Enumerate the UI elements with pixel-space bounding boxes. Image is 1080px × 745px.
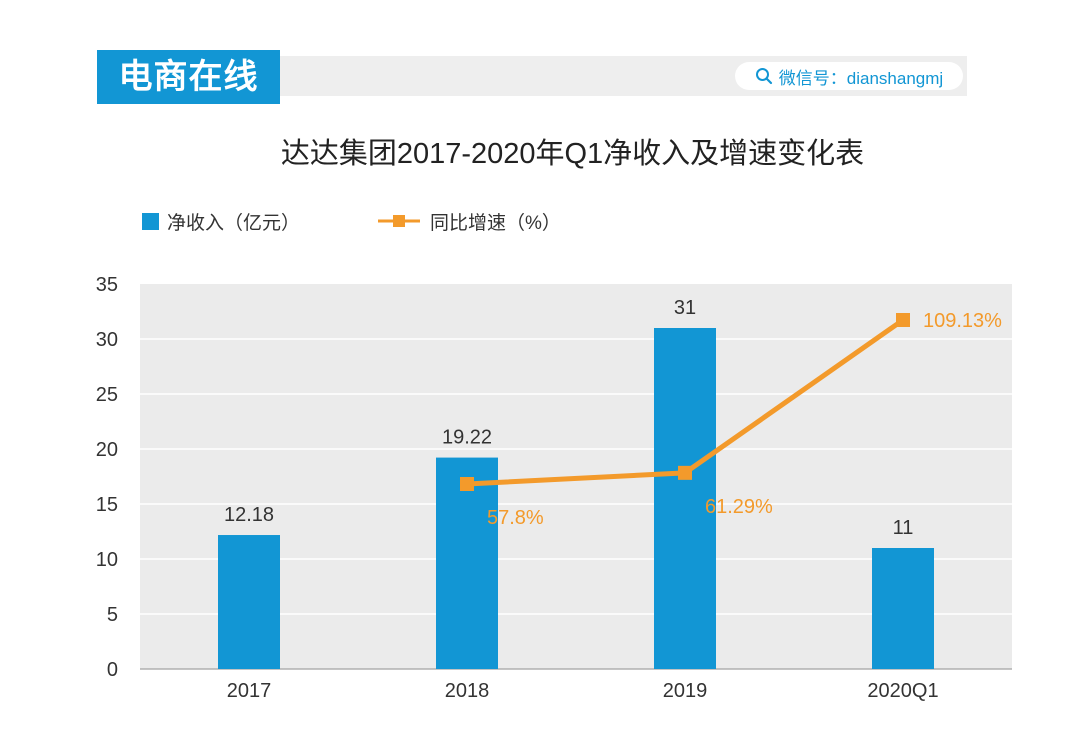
bar: [436, 457, 498, 669]
x-tick-label: 2017: [227, 680, 272, 702]
legend-label-revenue: 净收入（亿元）: [167, 212, 301, 234]
wechat-id-label: 微信号：dianshangmj: [778, 68, 944, 88]
search-icon: [755, 68, 772, 85]
bar-data-label: 12.18: [224, 504, 274, 526]
chart-title: 达达集团2017-2020年Q1净收入及增速变化表: [280, 138, 865, 170]
growth-data-label: 57.8%: [487, 507, 544, 529]
legend-bar-swatch: [142, 212, 159, 230]
brand-logo: 电商在线: [97, 50, 280, 104]
y-tick-label: 0: [107, 659, 118, 681]
chart-legend: 净收入（亿元） 同比增速（%）: [142, 206, 639, 236]
legend-item-growth: 同比增速（%）: [378, 208, 561, 235]
x-tick-label: 2018: [445, 680, 490, 702]
y-tick-label: 10: [96, 549, 118, 571]
legend-line-swatch: [378, 215, 421, 227]
bar-data-label: 11: [893, 517, 914, 539]
bar: [654, 328, 716, 669]
legend-label-growth: 同比增速（%）: [430, 212, 561, 234]
growth-point: [678, 465, 692, 480]
y-tick-label: 15: [96, 494, 118, 516]
x-tick-label: 2019: [663, 680, 708, 702]
bar: [872, 548, 934, 669]
y-tick-label: 25: [96, 384, 118, 406]
legend-item-revenue: 净收入（亿元）: [142, 208, 300, 235]
y-tick-label: 35: [96, 274, 118, 296]
bar: [218, 535, 280, 669]
bar-data-label: 19.22: [442, 427, 492, 449]
wechat-id-badge: 微信号：dianshangmj: [735, 62, 963, 90]
x-tick-label: 2020Q1: [867, 680, 938, 702]
growth-data-label: 61.29%: [705, 496, 773, 518]
y-tick-label: 30: [96, 329, 118, 351]
y-tick-label: 20: [96, 439, 118, 461]
growth-point: [460, 477, 474, 491]
bar-data-label: 31: [674, 297, 696, 319]
growth-point: [896, 313, 910, 327]
growth-data-label: 109.13%: [923, 310, 1002, 332]
y-tick-label: 5: [107, 604, 118, 626]
